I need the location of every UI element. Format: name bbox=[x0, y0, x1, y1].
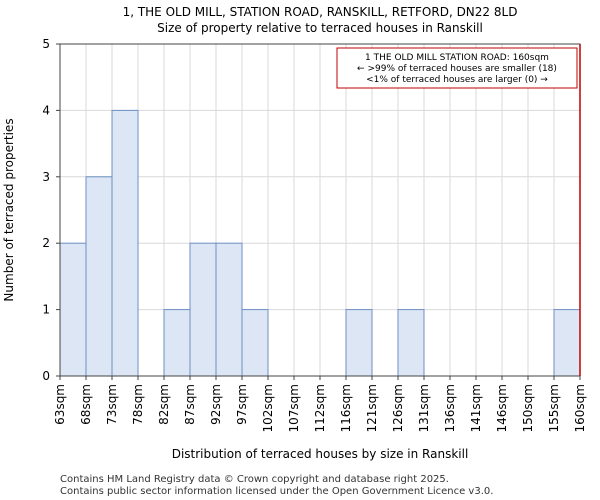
x-tick-label: 121sqm bbox=[365, 384, 379, 432]
y-tick-label: 5 bbox=[42, 37, 50, 51]
bar-126sqm bbox=[397, 309, 425, 377]
x-tick-label: 97sqm bbox=[235, 384, 249, 425]
bar-63sqm bbox=[59, 242, 87, 377]
annotation-box: 1 THE OLD MILL STATION ROAD: 160sqm ← >9… bbox=[336, 47, 578, 89]
y-axis-label: Number of terraced properties bbox=[2, 118, 16, 301]
bar-87sqm bbox=[189, 242, 217, 377]
x-tick-label: 141sqm bbox=[469, 384, 483, 432]
x-tick-label: 87sqm bbox=[183, 384, 197, 425]
bar-116sqm bbox=[345, 309, 373, 377]
bars bbox=[59, 109, 581, 377]
x-tick-label: 112sqm bbox=[313, 384, 327, 432]
x-tick-label: 78sqm bbox=[131, 384, 145, 425]
x-tick-label: 136sqm bbox=[443, 384, 457, 432]
x-tick-label: 126sqm bbox=[391, 384, 405, 432]
x-axis-label: Distribution of terraced houses by size … bbox=[172, 447, 469, 461]
footer-line-1: Contains HM Land Registry data © Crown c… bbox=[60, 474, 449, 485]
y-tick-label: 4 bbox=[42, 103, 50, 117]
chart-title: 1, THE OLD MILL, STATION ROAD, RANSKILL,… bbox=[123, 5, 518, 19]
x-tick-label: 116sqm bbox=[339, 384, 353, 432]
chart-subtitle: Size of property relative to terraced ho… bbox=[157, 21, 483, 35]
annotation-frame bbox=[336, 47, 578, 89]
y-tick-label: 3 bbox=[42, 170, 50, 184]
bar-82sqm bbox=[163, 309, 191, 377]
footer-line-2: Contains public sector information licen… bbox=[60, 486, 493, 497]
x-tick-label: 73sqm bbox=[105, 384, 119, 425]
bar-73sqm bbox=[111, 109, 139, 377]
y-tick-label: 1 bbox=[42, 303, 50, 317]
x-tick-label: 102sqm bbox=[261, 384, 275, 432]
x-tick-label: 63sqm bbox=[53, 384, 67, 425]
bar-97sqm bbox=[241, 309, 269, 377]
y-ticks: 0 1 2 3 4 5 bbox=[42, 37, 60, 383]
x-tick-label: 146sqm bbox=[495, 384, 509, 432]
bar-155sqm bbox=[553, 309, 581, 377]
bar-68sqm bbox=[85, 176, 113, 377]
x-tick-label: 82sqm bbox=[157, 384, 171, 425]
x-ticks: 63sqm 68sqm 73sqm 78sqm 82sqm 87sqm 92sqm 97sqm… bbox=[53, 376, 587, 432]
annotation-line-1: 1 THE OLD MILL STATION ROAD: 160sqm bbox=[365, 53, 549, 63]
x-tick-label: 155sqm bbox=[547, 384, 561, 432]
bar-92sqm bbox=[215, 242, 243, 377]
x-tick-label: 68sqm bbox=[79, 384, 93, 425]
annotation-line-3: <1% of terraced houses are larger (0) → bbox=[366, 75, 548, 85]
x-tick-label: 160sqm bbox=[573, 384, 587, 432]
annotation-line-2: ← >99% of terraced houses are smaller (1… bbox=[357, 64, 557, 74]
x-tick-label: 107sqm bbox=[287, 384, 301, 432]
x-tick-label: 92sqm bbox=[209, 384, 223, 425]
y-tick-label: 0 bbox=[42, 369, 50, 383]
y-tick-label: 2 bbox=[42, 236, 50, 250]
x-tick-label: 131sqm bbox=[417, 384, 431, 432]
x-tick-label: 150sqm bbox=[521, 384, 535, 432]
